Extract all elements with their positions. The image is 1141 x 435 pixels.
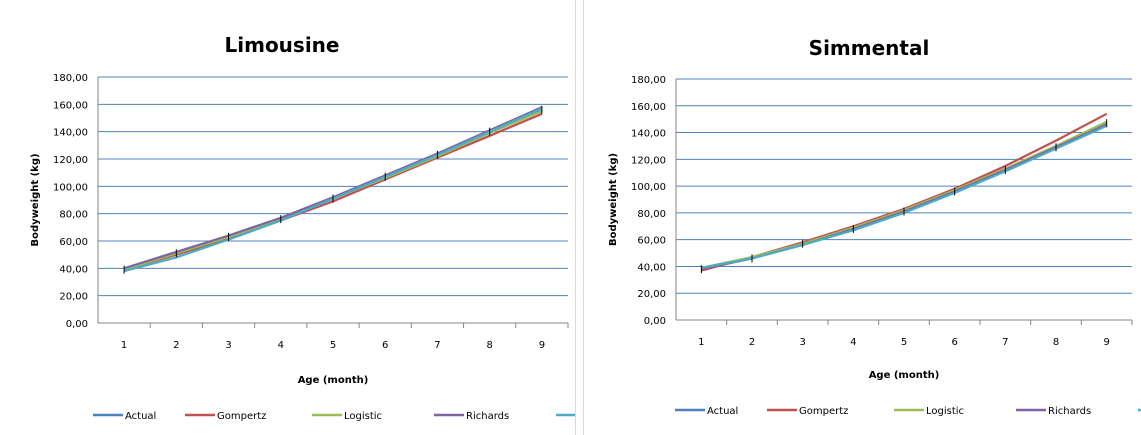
chart-title: Simmental (809, 36, 930, 60)
y-tick-label: 0,00 (644, 316, 666, 327)
actual-markers (700, 119, 1108, 274)
x-tick-label: 3 (225, 340, 231, 351)
series-line-gompertz (701, 112, 1108, 272)
x-tick-label: 8 (1053, 337, 1059, 348)
y-axis-ticks: 0,00 20,00 40,00 60,00 80,00 100,00 120,00 140,… (53, 73, 568, 330)
legend-label: Actual (707, 406, 738, 417)
legend-label: Gompertz (217, 411, 266, 422)
x-axis-ticks: 1 2 3 4 5 6 7 8 9 (698, 320, 1133, 348)
legend-label: Richards (1048, 406, 1091, 417)
x-axis-title: Age (month) (298, 375, 369, 386)
chart-panel-simmental: Simmental 0,00 20,00 40,00 60,00 80,00 100,00 1… (583, 0, 1141, 435)
x-tick-label: 4 (278, 340, 284, 351)
chart-panel-limousine: Limousine 0,00 20,00 40,00 60,00 80,00 100,00 1… (30, 0, 576, 435)
y-tick-label: 60,00 (637, 236, 666, 247)
x-tick-label: 8 (486, 340, 492, 351)
y-tick-label: 0,00 (66, 319, 88, 330)
x-tick-label: 1 (698, 337, 704, 348)
y-tick-label: 120,00 (631, 155, 666, 166)
y-tick-label: 20,00 (59, 292, 88, 303)
y-axis-title: Bodyweight (kg) (30, 153, 41, 246)
y-tick-label: 160,00 (631, 102, 666, 113)
legend-label: Logistic (344, 411, 382, 422)
x-tick-label: 7 (434, 340, 440, 351)
y-tick-label: 100,00 (631, 182, 666, 193)
y-tick-label: 80,00 (637, 209, 666, 220)
series-line-mmf (701, 124, 1108, 269)
legend-item: Richards (1016, 406, 1091, 417)
y-tick-label: 140,00 (53, 128, 88, 139)
series-lines (701, 112, 1108, 272)
y-axis-ticks: 0,00 20,00 40,00 60,00 80,00 100,00 120,00 140,… (631, 75, 1132, 327)
legend-label: Logistic (926, 406, 964, 417)
y-tick-label: 100,00 (53, 182, 88, 193)
x-tick-label: 6 (382, 340, 388, 351)
x-tick-label: 4 (850, 337, 856, 348)
legend-item: Logistic (312, 411, 382, 422)
x-tick-label: 6 (951, 337, 957, 348)
y-axis-title: Bodyweight (kg) (608, 153, 619, 246)
series-line-mmf (123, 107, 543, 273)
legend-item: MMF (556, 413, 575, 417)
x-tick-label: 5 (901, 337, 907, 348)
legend-label: Actual (125, 411, 156, 422)
y-tick-label: 40,00 (59, 264, 88, 275)
y-tick-label: 20,00 (637, 289, 666, 300)
x-tick-label: 2 (749, 337, 755, 348)
x-tick-label: 2 (173, 340, 179, 351)
legend: Actual Gompertz Logistic Richards MMF (93, 411, 575, 422)
y-tick-label: 180,00 (631, 75, 666, 86)
x-axis-ticks: 1 2 3 4 5 6 7 8 9 (121, 323, 569, 351)
chart-simmental: Simmental 0,00 20,00 40,00 60,00 80,00 100,00 1… (608, 36, 1141, 417)
legend-label: Richards (466, 411, 509, 422)
chart-limousine: Limousine 0,00 20,00 40,00 60,00 80,00 100,00 1… (30, 33, 575, 422)
series-line-logistic (701, 120, 1108, 269)
y-tick-label: 160,00 (53, 100, 88, 111)
legend-item: Actual (93, 411, 156, 422)
y-tick-label: 120,00 (53, 155, 88, 166)
x-tick-label: 9 (1103, 337, 1109, 348)
x-tick-label: 1 (121, 340, 127, 351)
legend-item: Gompertz (767, 406, 848, 417)
y-tick-label: 180,00 (53, 73, 88, 84)
legend-item: Actual (675, 406, 738, 417)
legend-item: Gompertz (185, 411, 266, 422)
x-tick-label: 9 (539, 340, 545, 351)
y-tick-label: 40,00 (637, 262, 666, 273)
legend-item: Logistic (894, 406, 964, 417)
chart-title: Limousine (225, 33, 340, 57)
y-tick-label: 140,00 (631, 129, 666, 140)
y-tick-label: 80,00 (59, 210, 88, 221)
y-tick-label: 60,00 (59, 237, 88, 248)
x-tick-label: 7 (1002, 337, 1008, 348)
x-axis-title: Age (month) (869, 370, 940, 381)
legend-item: Richards (434, 411, 509, 422)
legend-label: Gompertz (799, 406, 848, 417)
actual-markers (123, 105, 543, 274)
legend: ActualGompertzLogisticRichardsMMF (675, 406, 1141, 417)
x-tick-label: 3 (799, 337, 805, 348)
x-tick-label: 5 (330, 340, 336, 351)
